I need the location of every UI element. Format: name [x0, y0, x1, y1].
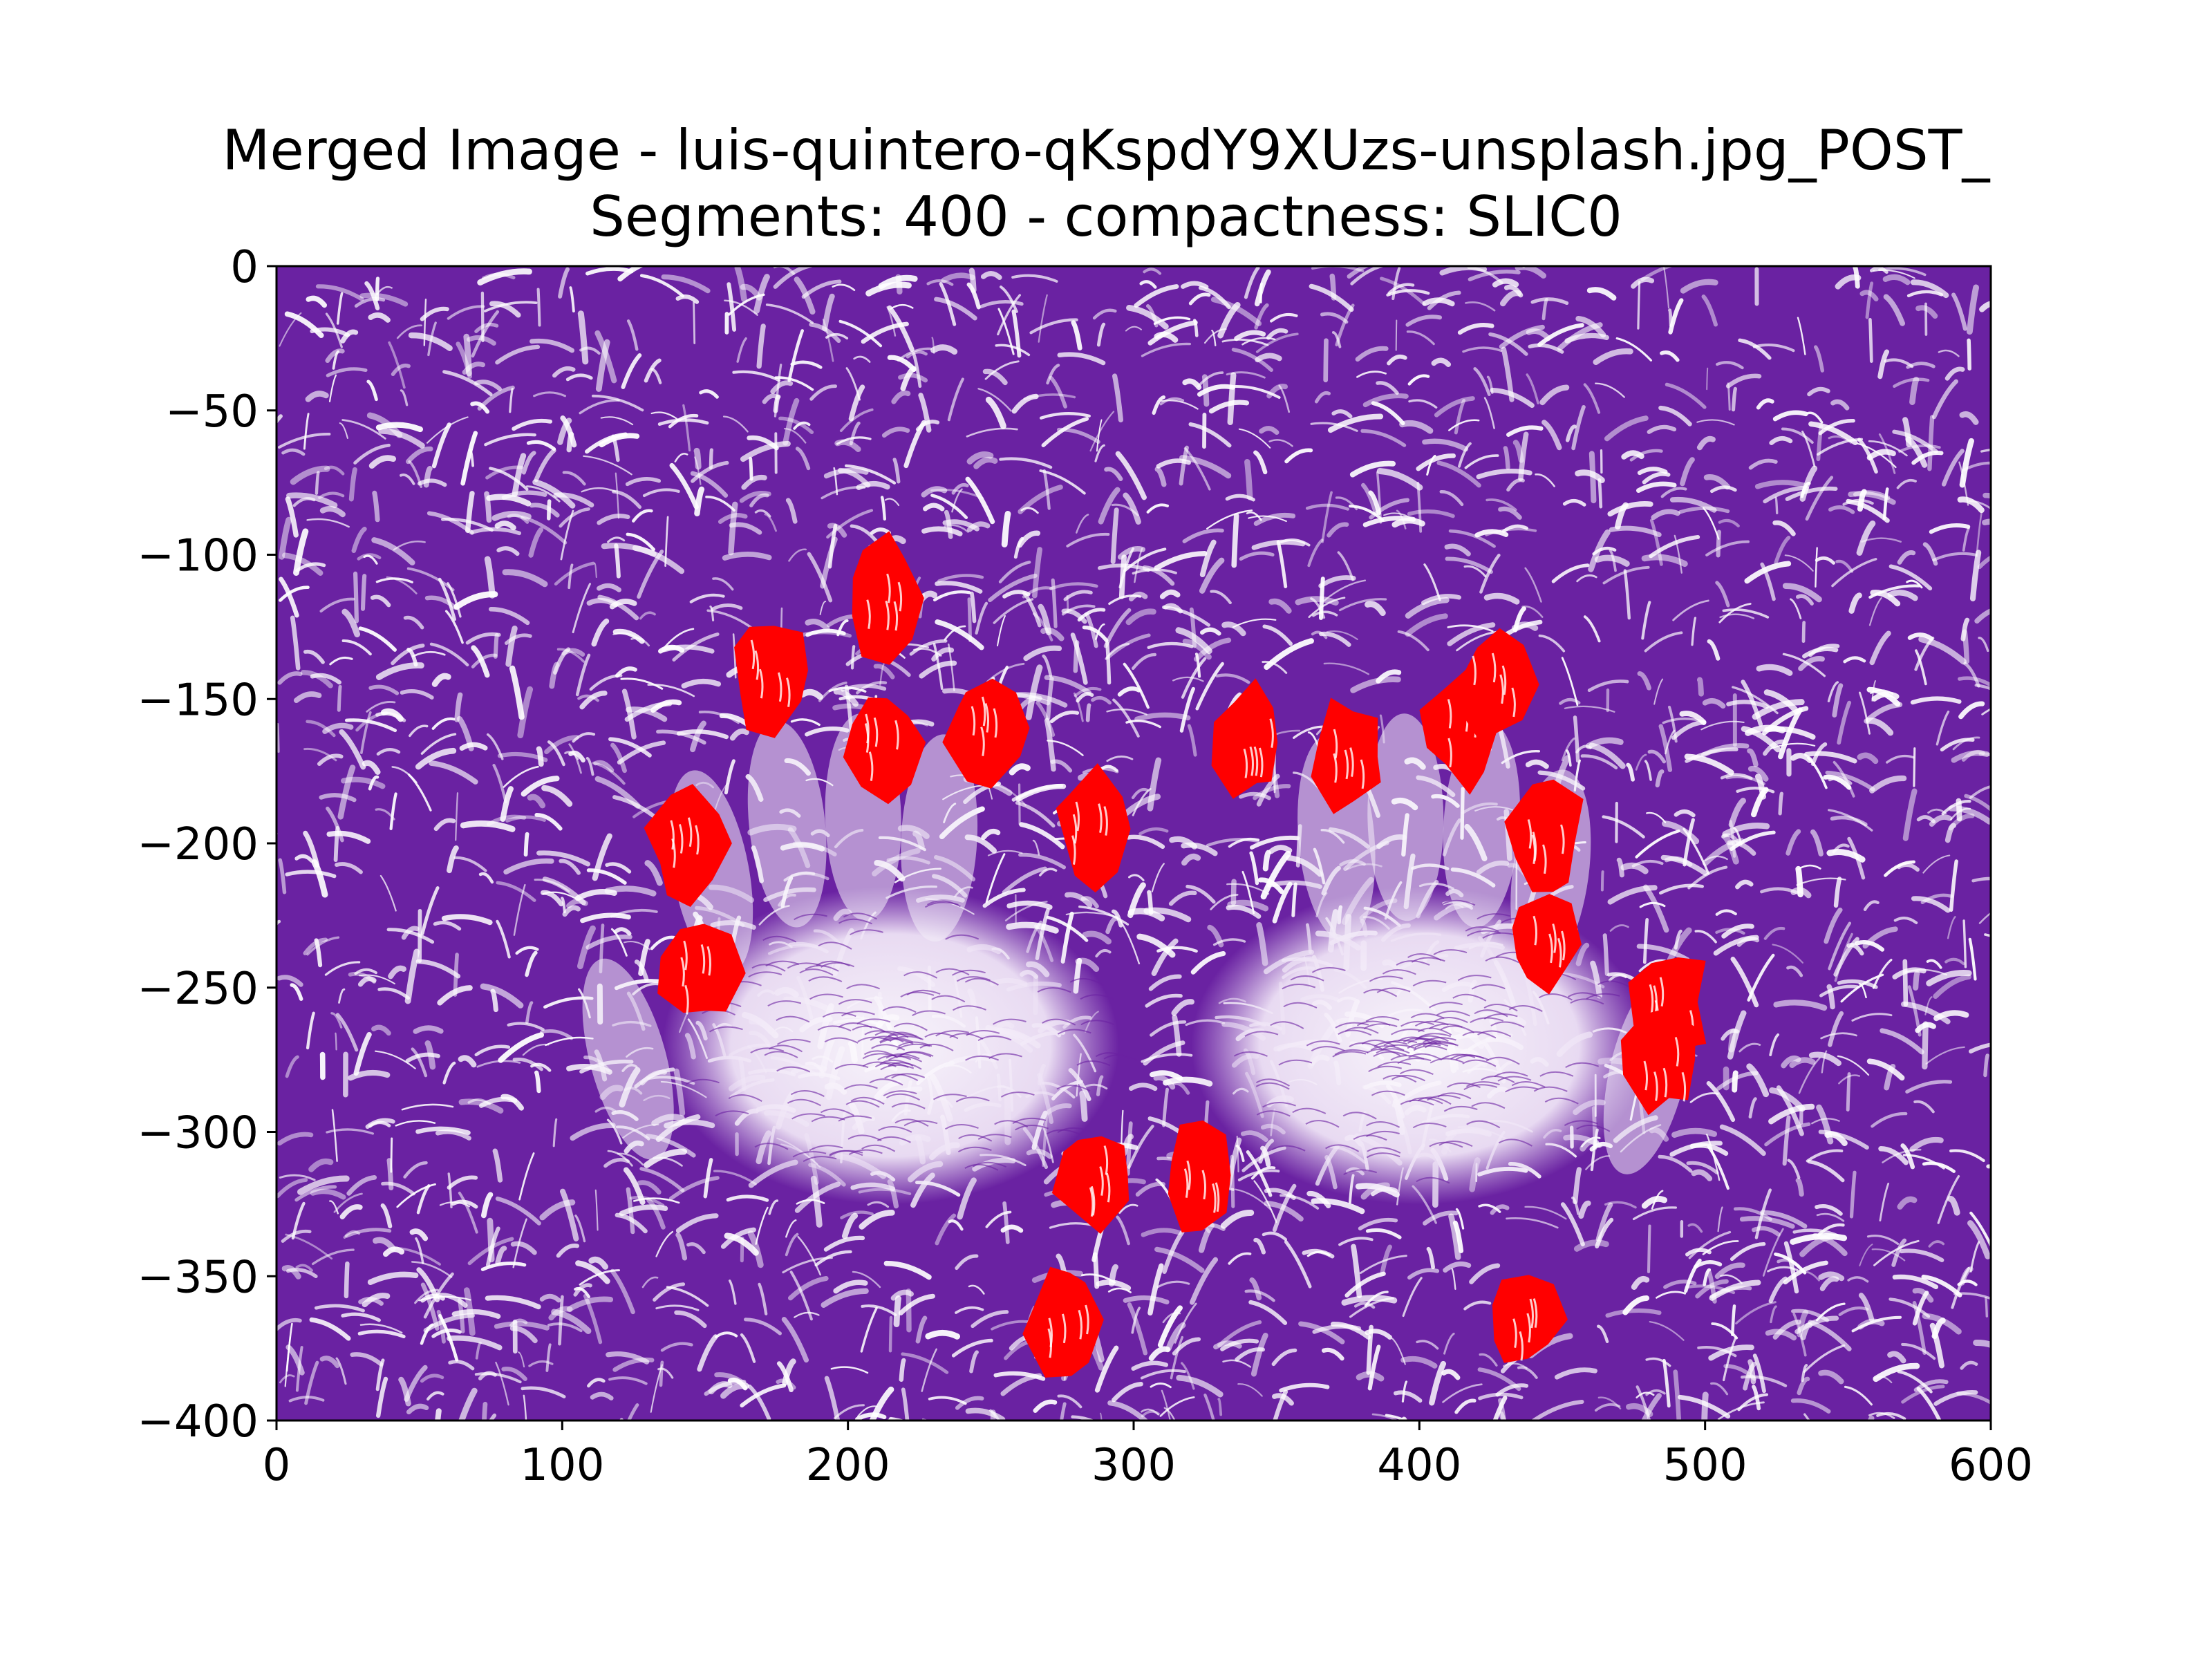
x-tick-label: 100: [520, 1440, 604, 1491]
highlighted-segment: [1504, 779, 1584, 892]
y-tick-label: −100: [137, 531, 259, 582]
hand-region: [582, 713, 1138, 1205]
highlighted-segment: [942, 678, 1030, 789]
y-tick-label: 0: [230, 242, 259, 293]
x-tick-label: 500: [1663, 1440, 1747, 1491]
x-tick-label: 600: [1949, 1440, 2033, 1491]
highlighted-segment: [1022, 1266, 1104, 1378]
y-tick-label: −400: [137, 1396, 259, 1447]
plot-area: [276, 266, 1991, 1421]
highlighted-segment: [1620, 1008, 1696, 1116]
highlighted-segment: [657, 924, 746, 1013]
highlighted-segment: [1168, 1120, 1231, 1232]
x-tick-label: 200: [806, 1440, 890, 1491]
y-tick-label: −350: [137, 1252, 259, 1303]
highlighted-segment: [1051, 1136, 1130, 1234]
x-tick-label: 400: [1377, 1440, 1461, 1491]
highlighted-segment: [1492, 1275, 1568, 1363]
chart-title: Merged Image - luis-quintero-qKspdY9XUzs…: [222, 118, 1990, 249]
axes: 0 100 200 300 400 500 600 0 −50 −100 −150 −200 −250 −…: [137, 242, 2033, 1491]
x-tick-label: 300: [1091, 1440, 1176, 1491]
highlighted-segment: [734, 626, 808, 738]
y-tick-label: −300: [137, 1108, 259, 1159]
highlighted-segment: [843, 697, 926, 805]
y-tick-label: −250: [137, 964, 259, 1015]
y-tick-label: −150: [137, 675, 259, 726]
image-background: [276, 266, 1991, 1421]
highlighted-segment: [644, 784, 732, 907]
highlighted-segment: [1211, 678, 1278, 799]
y-tick-label: −200: [137, 819, 259, 870]
highlighted-segment: [852, 531, 924, 665]
highlighted-segment: [1512, 894, 1582, 995]
x-tick-label: 0: [263, 1440, 291, 1491]
y-tick-label: −50: [165, 386, 259, 438]
